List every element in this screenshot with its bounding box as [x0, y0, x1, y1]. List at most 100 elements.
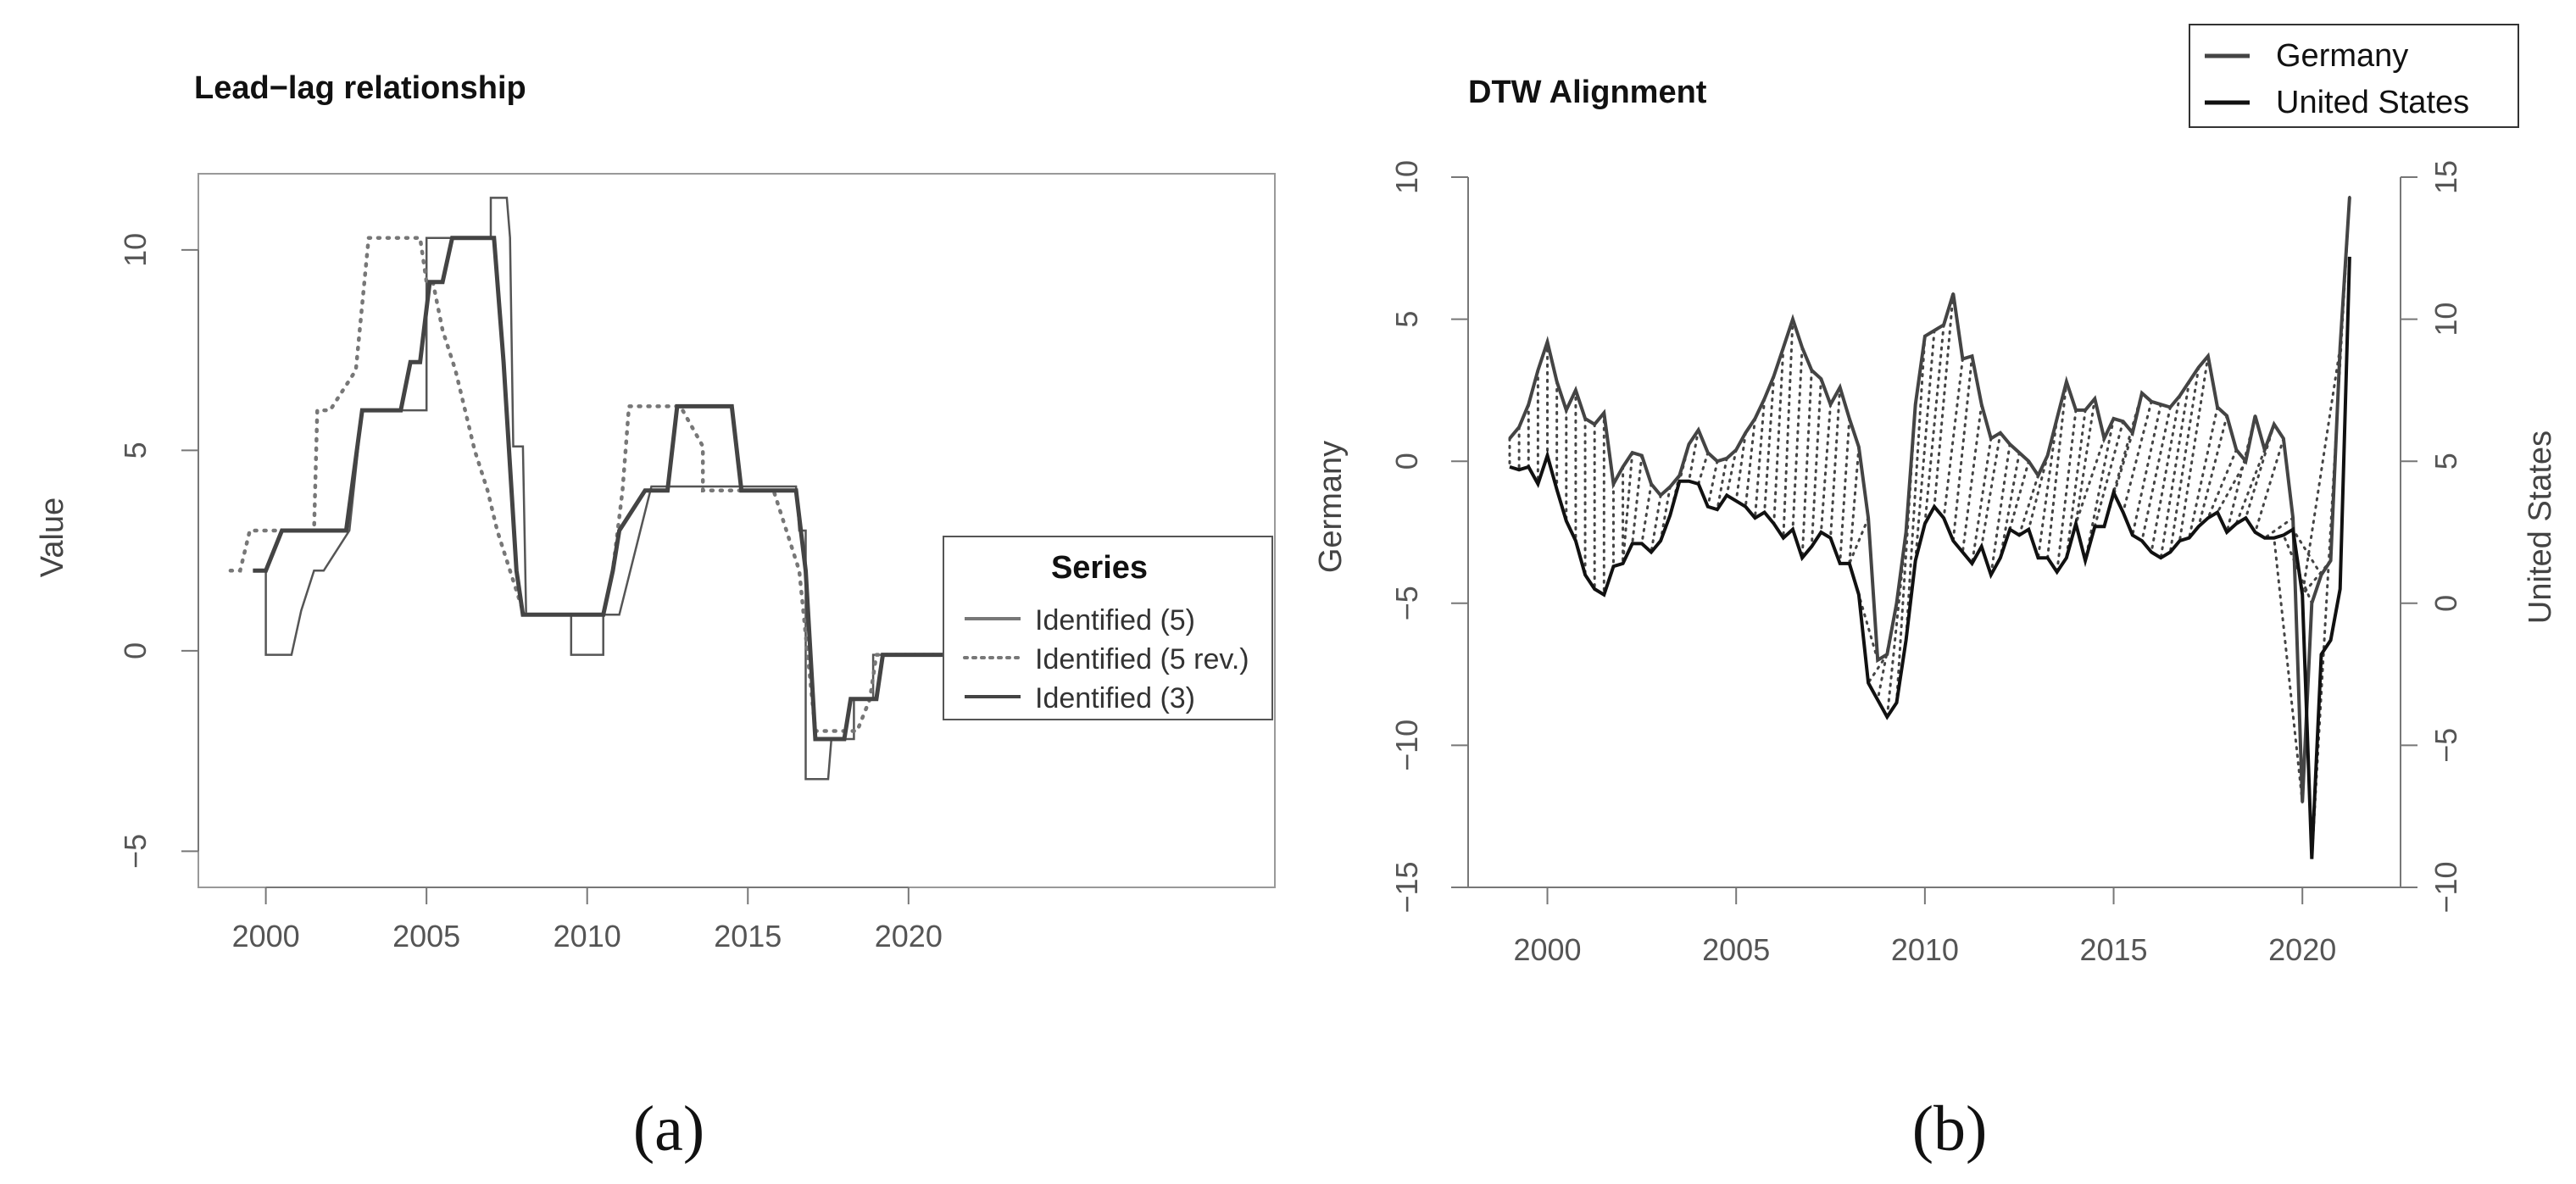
- dtw-link: [2168, 366, 2200, 553]
- y-tick-label-b-left: 0: [1389, 453, 1424, 470]
- dtw-link: [1961, 403, 1983, 553]
- dtw-link: [1848, 516, 1870, 565]
- y-tick-label-b-right: −10: [2429, 861, 2463, 913]
- dtw-link: [1782, 318, 1794, 540]
- y-tick-label-b-right: 0: [2429, 595, 2463, 612]
- dtw-link: [1772, 346, 1785, 525]
- dtw-link: [2102, 431, 2134, 528]
- y-axis-label-value: Value: [35, 498, 70, 577]
- dtw-link: [1631, 453, 1644, 545]
- series-line-germany: [1508, 197, 2351, 803]
- y-tick-label-b-right: 5: [2429, 453, 2463, 470]
- dtw-link: [1800, 369, 1813, 559]
- lead-lag-chart: Lead−lag relationship Value 2000 2005 2010…: [35, 70, 1276, 1165]
- x-axis-a: 2000 2005 2010 2015 2020: [232, 887, 943, 953]
- dtw-link: [2291, 528, 2323, 576]
- y-tick-label-a: 0: [118, 642, 153, 659]
- dtw-link: [1989, 442, 2011, 576]
- plot-frame-a: [198, 173, 1276, 888]
- dtw-link: [1829, 386, 1842, 540]
- legend-series: Series Identified (5) Identified (5 rev.…: [943, 536, 1273, 720]
- caption-a: (a): [633, 1093, 704, 1165]
- y-axis-b-left: −15 −10 −5 0 5 10: [1389, 160, 1469, 914]
- dtw-link: [1933, 292, 1955, 509]
- dtw-link: [1697, 451, 1710, 486]
- chart-title-lead-lag: Lead−lag relationship: [194, 70, 526, 106]
- caption-b: (b): [1912, 1093, 1988, 1165]
- legend-box-series: [943, 536, 1273, 720]
- series-line-identified-5: [253, 197, 948, 781]
- legend-entry-identified-3: Identified (3): [1035, 682, 1195, 714]
- legend-countries: Germany United States: [2189, 24, 2519, 128]
- dtw-link: [2074, 397, 2096, 525]
- x-tick-label-a: 2015: [714, 919, 782, 953]
- x-tick-label-a: 2000: [232, 919, 300, 953]
- dtw-link: [1640, 482, 1653, 545]
- dtw-link: [2027, 453, 2050, 531]
- dtw-link: [1999, 451, 2021, 559]
- y-tick-label-a: 5: [118, 442, 153, 459]
- series-line-identified-5-rev: [228, 236, 949, 733]
- dtw-link: [2234, 448, 2267, 525]
- dtw-link: [2074, 436, 2106, 525]
- dtw-link: [1923, 323, 1945, 525]
- dtw-link: [1763, 375, 1776, 514]
- dtw-link: [1942, 358, 1964, 520]
- dtw-link: [1914, 329, 1936, 563]
- dtw-link: [2206, 448, 2238, 520]
- x-tick-label-a: 2005: [392, 919, 460, 953]
- dtw-link: [1819, 403, 1833, 534]
- y-axis-label-united-states: United States: [2523, 431, 2558, 624]
- dtw-link: [2301, 346, 2342, 597]
- x-tick-label-b: 2020: [2268, 932, 2336, 967]
- legend-entry-identified-5-rev: Identified (5 rev.): [1035, 643, 1249, 675]
- dtw-link: [1791, 346, 1804, 531]
- y-tick-label-b-left: −5: [1389, 586, 1424, 620]
- dtw-link: [2084, 417, 2116, 563]
- dtw-link: [1622, 451, 1634, 565]
- legend-entry-united-states: United States: [2276, 85, 2469, 120]
- dtw-link: [1688, 428, 1700, 483]
- dtw-link: [2017, 474, 2039, 536]
- dtw-link: [1810, 377, 1822, 548]
- dtw-link: [2178, 354, 2210, 542]
- y-tick-label-a: −5: [118, 834, 153, 869]
- legend-entry-germany: Germany: [2276, 38, 2408, 74]
- x-tick-label-a: 2020: [875, 919, 943, 953]
- y-tick-label-a: 10: [118, 233, 153, 267]
- dtw-link: [2273, 536, 2304, 803]
- dtw-link: [1650, 493, 1662, 553]
- dtw-link: [1753, 397, 1766, 520]
- dtw-link: [2065, 409, 2087, 559]
- dtw-link: [2225, 414, 2257, 534]
- y-tick-label-b-left: −10: [1389, 720, 1424, 771]
- dtw-link: [2008, 459, 2030, 531]
- legend-title-series: Series: [1051, 550, 1148, 586]
- y-axis-b-right: −10 −5 0 5 10 15: [2400, 160, 2463, 914]
- y-tick-label-b-right: 15: [2429, 160, 2463, 194]
- chart-title-dtw: DTW Alignment: [1468, 75, 1707, 110]
- y-tick-label-b-right: 10: [2429, 303, 2463, 336]
- x-tick-label-b: 2005: [1702, 932, 1770, 967]
- dtw-link: [1716, 457, 1728, 511]
- lead-lag-lines: [228, 197, 949, 781]
- y-axis-a: −5 0 5 10: [118, 233, 199, 869]
- dtw-link: [1706, 459, 1719, 509]
- y-axis-label-germany: Germany: [1313, 441, 1349, 573]
- series-line-united-states: [1509, 256, 2351, 859]
- legend-box-countries: [2189, 24, 2519, 128]
- dtw-link: [1839, 417, 1851, 565]
- y-tick-label-b-left: 10: [1389, 160, 1424, 194]
- dtw-link: [2046, 380, 2068, 559]
- series-line-identified-3: [253, 236, 948, 742]
- dtw-link: [1744, 417, 1756, 509]
- x-tick-label-b: 2000: [1513, 932, 1581, 967]
- x-tick-label-a: 2010: [554, 919, 621, 953]
- dtw-link: [2159, 380, 2191, 559]
- dtw-link: [1971, 436, 1993, 565]
- dtw-link: [2131, 403, 2162, 536]
- y-tick-label-b-right: −5: [2429, 728, 2463, 763]
- x-tick-label-b: 2010: [1891, 932, 1959, 967]
- dtw-link: [2150, 394, 2181, 553]
